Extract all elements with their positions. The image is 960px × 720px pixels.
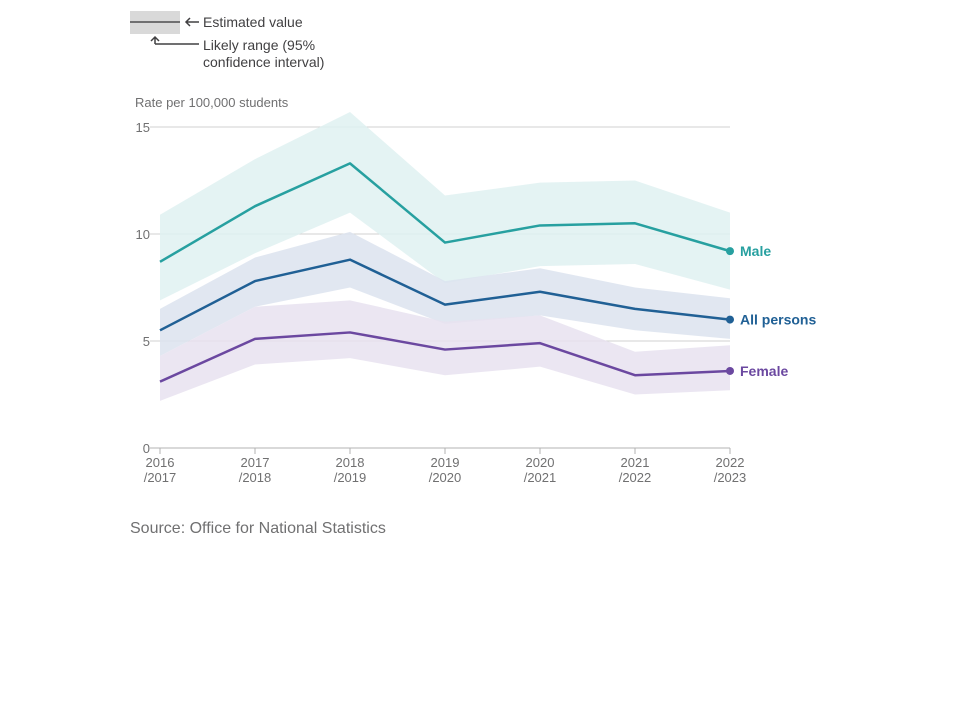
- x-tick-label-line2: /2020: [429, 470, 462, 485]
- arrow-up-left-icon: [150, 35, 199, 45]
- x-tick-label-line2: /2022: [619, 470, 652, 485]
- x-tick-label-line2: /2019: [334, 470, 367, 485]
- x-tick-label-line2: /2023: [714, 470, 747, 485]
- axes: 0 5 10 15 2016/2017 2017/2018 2018/2019 2019/20…: [136, 120, 747, 485]
- x-tick-label-line2: /2017: [144, 470, 177, 485]
- x-tick-label: 2020: [526, 455, 555, 470]
- y-tick-label: 5: [143, 334, 150, 349]
- y-axis-title: Rate per 100,000 students: [135, 95, 289, 110]
- x-tick-label: 2018: [336, 455, 365, 470]
- series-line-male: [159, 162, 731, 263]
- x-tick-label: 2019: [431, 455, 460, 470]
- series-line-female: [159, 331, 731, 383]
- series-line-all-persons: [159, 258, 731, 332]
- y-tick-label: 15: [136, 120, 150, 135]
- series-end-marker-male: [726, 247, 734, 256]
- confidence-bands: [160, 112, 730, 401]
- legend-range-label-line2: confidence interval): [203, 54, 324, 70]
- x-tick-label: 2021: [621, 455, 650, 470]
- confidence-band-male: [160, 112, 730, 301]
- x-tick-label: 2017: [241, 455, 270, 470]
- series-label-male: Male: [740, 243, 771, 259]
- x-tick-label: 2022: [716, 455, 745, 470]
- x-tick-label-line2: /2018: [239, 470, 272, 485]
- legend-range-label-line1: Likely range (95%: [203, 37, 315, 53]
- series-lines: [159, 162, 734, 383]
- y-tick-label: 0: [143, 441, 150, 456]
- confidence-band-all-persons: [160, 231, 730, 356]
- arrow-left-icon: [184, 17, 199, 27]
- series-label-all-persons: All persons: [740, 312, 816, 328]
- series-end-marker-female: [726, 366, 734, 375]
- legend-estimate-label: Estimated value: [203, 14, 303, 30]
- source-note: Source: Office for National Statistics: [130, 520, 386, 537]
- series-label-female: Female: [740, 363, 788, 379]
- legend: Estimated value Likely range (95% confid…: [130, 11, 324, 70]
- y-tick-label: 10: [136, 227, 150, 242]
- series-labels: Male All persons Female: [740, 243, 816, 379]
- x-tick-label: 2016: [146, 455, 175, 470]
- x-tick-label-line2: /2021: [524, 470, 557, 485]
- series-end-marker-all-persons: [726, 315, 734, 324]
